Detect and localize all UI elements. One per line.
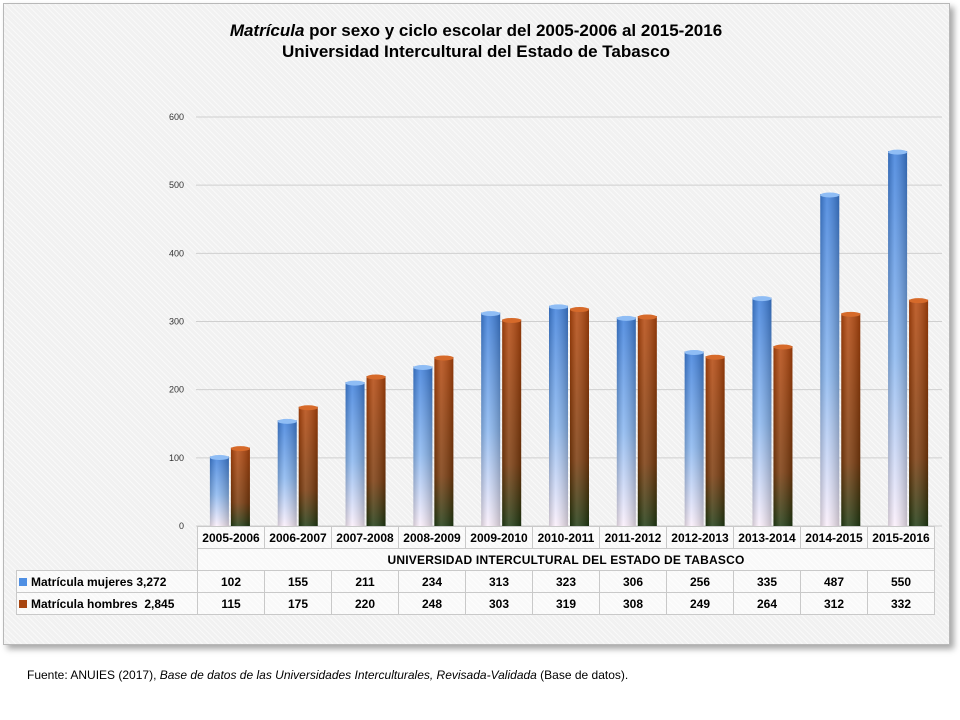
bar-hombres xyxy=(570,307,589,526)
table-corner xyxy=(17,527,198,549)
data-value-cell: 303 xyxy=(465,592,533,615)
bar-mujeres xyxy=(277,418,297,526)
y-tick-label: 400 xyxy=(169,248,184,258)
chart-frame xyxy=(3,3,950,645)
data-value-cell: 332 xyxy=(867,592,935,615)
y-tick-label: 100 xyxy=(169,453,184,463)
chart-title-line2: Universidad Intercultural del Estado de … xyxy=(282,42,670,61)
data-value-cell: 487 xyxy=(800,570,868,593)
category-label: 2010-2011 xyxy=(532,526,600,549)
bar-hombres xyxy=(637,314,657,526)
data-value-cell: 175 xyxy=(264,592,332,615)
data-value-cell: 248 xyxy=(398,592,466,615)
bar-mujeres xyxy=(413,364,433,526)
category-label: 2015-2016 xyxy=(867,526,935,549)
y-tick-label: 600 xyxy=(169,112,184,122)
data-value-cell: 155 xyxy=(264,570,332,593)
bar-hombres xyxy=(434,355,454,526)
category-label: 2005-2006 xyxy=(197,526,265,549)
category-group-label: UNIVERSIDAD INTERCULTURAL DEL ESTADO DE … xyxy=(197,548,935,571)
bar-mujeres xyxy=(752,296,772,526)
bar-mujeres xyxy=(549,304,568,526)
bar-mujeres xyxy=(888,149,908,527)
data-value-cell: 313 xyxy=(465,570,533,593)
bar-mujeres xyxy=(209,454,229,526)
data-value-cell: 550 xyxy=(867,570,935,593)
source-suffix: (Base de datos). xyxy=(536,668,629,682)
bar-hombres xyxy=(230,446,250,526)
y-tick-label: 0 xyxy=(179,521,184,531)
chart-title-italic: Matrícula xyxy=(229,21,305,40)
data-value-cell: 220 xyxy=(331,592,399,615)
data-value-cell: 115 xyxy=(197,592,265,615)
data-value-cell: 335 xyxy=(733,570,801,593)
legend-entry: Matrícula mujeres 3,272 xyxy=(16,570,198,593)
category-label: 2014-2015 xyxy=(800,526,868,549)
data-value-cell: 323 xyxy=(532,570,600,593)
bar-hombres xyxy=(366,374,386,526)
category-label: 2007-2008 xyxy=(331,526,399,549)
bar-hombres xyxy=(773,344,793,526)
data-value-cell: 211 xyxy=(331,570,399,593)
chart-title: Matrícula por sexo y ciclo escolar del 2… xyxy=(0,20,952,62)
legend-swatch-hombres xyxy=(19,599,27,608)
bar-hombres xyxy=(841,311,861,526)
bars xyxy=(209,149,929,527)
bar-mujeres xyxy=(684,349,704,526)
data-value-cell: 306 xyxy=(599,570,667,593)
data-value-cell: 256 xyxy=(666,570,734,593)
y-axis-ticks: 0 100 200 300 400 500 600 xyxy=(169,112,184,531)
table-corner xyxy=(17,549,198,571)
data-value-cell: 319 xyxy=(532,592,600,615)
category-label: 2013-2014 xyxy=(733,526,801,549)
data-value-cell: 249 xyxy=(666,592,734,615)
source-italic: Base de datos de las Universidades Inter… xyxy=(159,668,537,682)
category-label: 2012-2013 xyxy=(666,526,734,549)
category-label: 2009-2010 xyxy=(465,526,533,549)
table-row-series: Matrícula hombres 2,845 115 175 220 248 303 31… xyxy=(16,592,935,615)
bar-mujeres xyxy=(820,192,840,527)
chart-title-rest: por sexo y ciclo escolar del 2005-2006 a… xyxy=(304,21,723,40)
source-prefix: Fuente: ANUIES (2017), xyxy=(27,668,160,682)
y-tick-label: 300 xyxy=(169,317,184,327)
bar-mujeres xyxy=(345,380,365,526)
source-note: Fuente: ANUIES (2017), Base de datos de … xyxy=(27,668,628,682)
category-label: 2011-2012 xyxy=(599,526,667,549)
data-value-cell: 264 xyxy=(733,592,801,615)
data-value-cell: 312 xyxy=(800,592,868,615)
table-row-group: UNIVERSIDAD INTERCULTURAL DEL ESTADO DE … xyxy=(17,548,935,571)
data-value-cell: 102 xyxy=(197,570,265,593)
legend-label: Matrícula mujeres 3,272 xyxy=(31,574,167,589)
y-tick-label: 200 xyxy=(169,385,184,395)
data-table: 2005-2006 2006-2007 2007-2008 2008-2009 2009… xyxy=(16,526,935,615)
bar-mujeres xyxy=(616,315,636,526)
category-label: 2008-2009 xyxy=(398,526,466,549)
bar-hombres xyxy=(909,298,929,526)
y-tick-label: 500 xyxy=(169,180,184,190)
legend-entry: Matrícula hombres 2,845 xyxy=(16,592,198,615)
legend-label: Matrícula hombres 2,845 xyxy=(31,596,175,611)
data-value-cell: 234 xyxy=(398,570,466,593)
table-row-categories: 2005-2006 2006-2007 2007-2008 2008-2009 2009… xyxy=(17,526,935,549)
table-row-series: Matrícula mujeres 3,272 102 155 211 234 313 32… xyxy=(16,570,935,593)
legend-swatch-mujeres xyxy=(19,577,27,586)
bar-mujeres xyxy=(481,311,501,526)
data-value-cell: 308 xyxy=(599,592,667,615)
bar-hombres xyxy=(705,354,725,526)
category-label: 2006-2007 xyxy=(264,526,332,549)
bar-hombres xyxy=(502,317,522,526)
chart-title-line1: Matrícula por sexo y ciclo escolar del 2… xyxy=(0,20,952,41)
bar-hombres xyxy=(298,405,318,526)
